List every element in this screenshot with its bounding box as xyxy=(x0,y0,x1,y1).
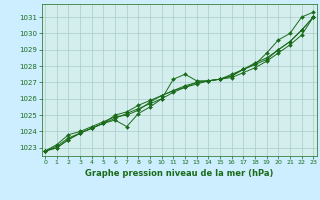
X-axis label: Graphe pression niveau de la mer (hPa): Graphe pression niveau de la mer (hPa) xyxy=(85,169,273,178)
